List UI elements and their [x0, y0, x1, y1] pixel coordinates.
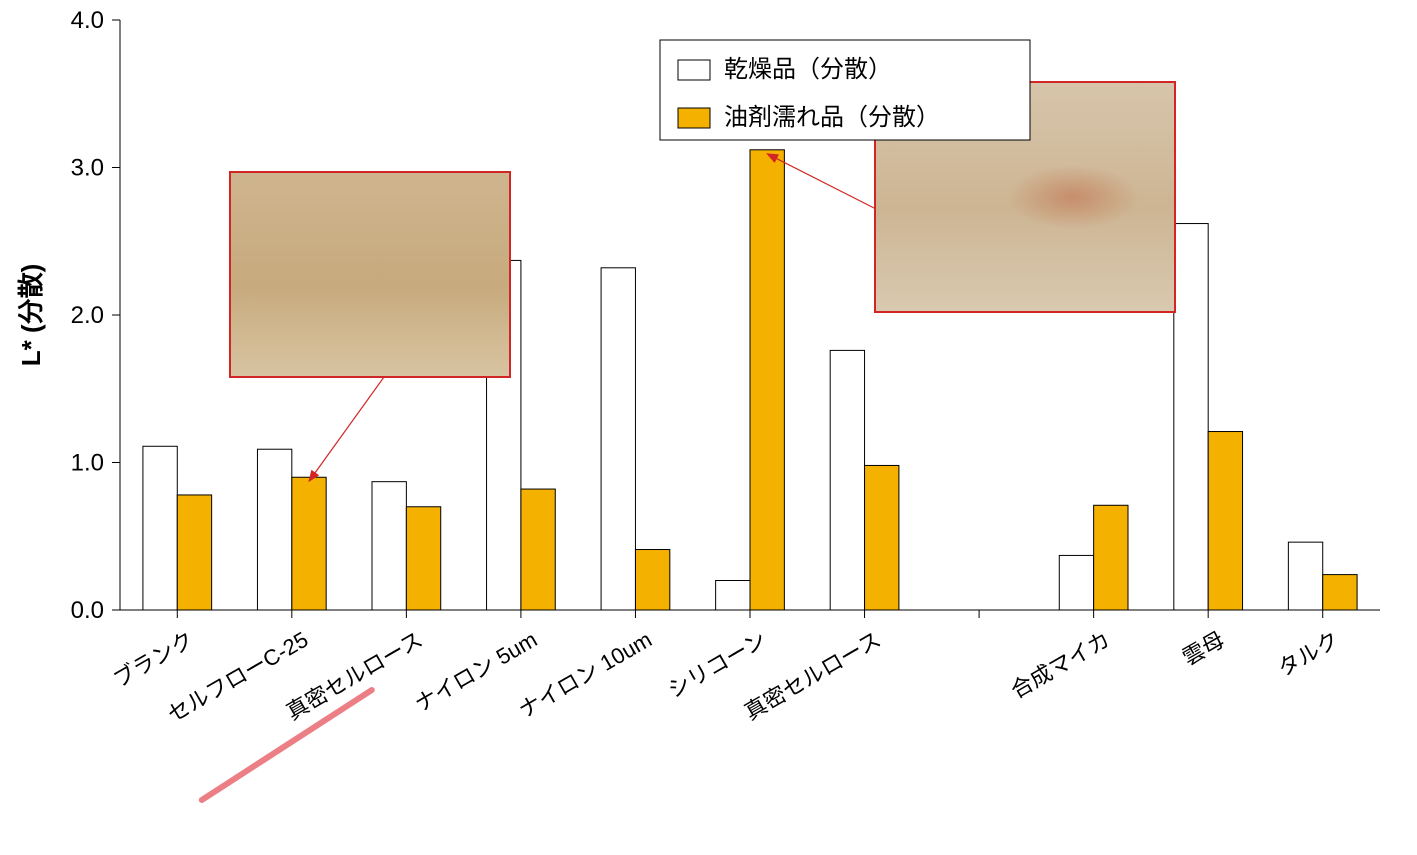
bar-dry: [372, 482, 406, 610]
bar-dry: [1059, 555, 1093, 610]
bar-wet: [521, 489, 555, 610]
bar-dry: [143, 446, 177, 610]
legend-label: 油剤濡れ品（分散）: [724, 104, 940, 131]
bar-wet: [1094, 505, 1128, 610]
svg-text:0.0: 0.0: [71, 597, 104, 624]
svg-text:3.0: 3.0: [71, 155, 104, 182]
legend-label: 乾燥品（分散）: [724, 56, 892, 83]
bar-dry: [1288, 542, 1322, 610]
svg-text:1.0: 1.0: [71, 450, 104, 477]
bar-wet: [635, 550, 669, 610]
svg-text:4.0: 4.0: [71, 7, 104, 34]
legend-swatch: [678, 108, 710, 128]
bar-wet: [1208, 432, 1242, 610]
bar-chart: 0.01.02.03.04.0L* (分散)ブランクセルフローC-25真密セルロ…: [0, 0, 1417, 855]
bar-dry: [830, 350, 864, 610]
bar-dry: [1174, 224, 1208, 610]
bar-wet: [1323, 575, 1357, 610]
bar-dry: [257, 449, 291, 610]
legend: 乾燥品（分散） 油剤濡れ品（分散）: [660, 40, 1030, 140]
bar-dry: [716, 581, 750, 611]
legend-swatch: [678, 60, 710, 80]
bar-wet: [750, 150, 784, 610]
svg-text:2.0: 2.0: [71, 302, 104, 329]
bar-wet: [177, 495, 211, 610]
chart-container: 0.01.02.03.04.0L* (分散)ブランクセルフローC-25真密セルロ…: [0, 0, 1417, 855]
bar-dry: [601, 268, 635, 610]
bar-wet: [406, 507, 440, 610]
bar-wet: [865, 465, 899, 610]
bar-wet: [292, 477, 326, 610]
y-axis-label: L* (分散): [16, 264, 46, 367]
